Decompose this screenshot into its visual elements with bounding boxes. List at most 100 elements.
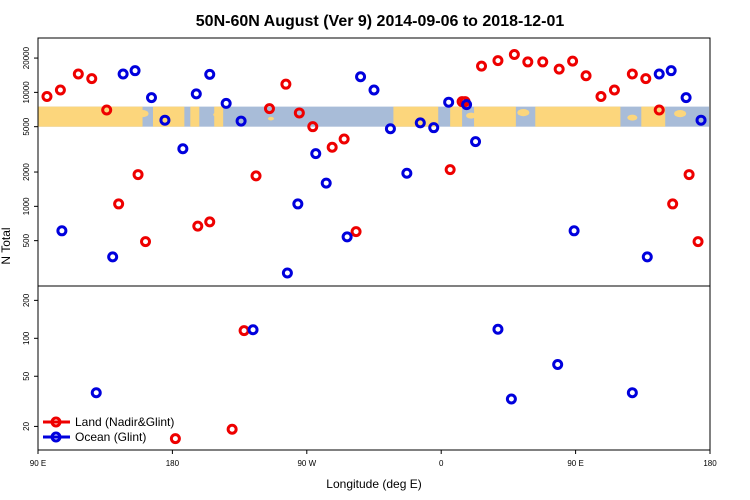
- land-data-point: [250, 170, 262, 182]
- land-data-point: [653, 104, 665, 116]
- ocean-data-point: [320, 177, 332, 189]
- ocean-data-point: [190, 88, 202, 100]
- land-data-point: [41, 91, 53, 103]
- land-data-point: [192, 220, 204, 232]
- ocean-data-point: [117, 68, 129, 80]
- land-data-point: [86, 73, 98, 85]
- y-tick-label: 200: [22, 293, 31, 307]
- x-axis-label: Longitude (deg E): [326, 477, 421, 491]
- ocean-data-point: [695, 114, 707, 126]
- ocean-data-point: [414, 117, 426, 129]
- ocean-data-point: [443, 96, 455, 108]
- map-land: [641, 106, 666, 127]
- land-data-point: [508, 48, 520, 60]
- map-land: [627, 114, 638, 121]
- ocean-data-point: [568, 225, 580, 237]
- y-tick-label: 100: [22, 331, 31, 345]
- land-data-point: [169, 433, 181, 445]
- ocean-data-point: [680, 92, 692, 104]
- ocean-data-point: [505, 393, 517, 405]
- data-points: [41, 48, 707, 445]
- land-data-point: [567, 55, 579, 67]
- ocean-data-point: [384, 123, 396, 135]
- map-land: [213, 112, 222, 118]
- land-data-point: [307, 121, 319, 133]
- legend: Land (Nadir&Glint) Ocean (Glint): [43, 415, 174, 444]
- land-data-point: [140, 236, 152, 248]
- ocean-data-point: [292, 198, 304, 210]
- ocean-data-point: [626, 387, 638, 399]
- land-data-point: [350, 226, 362, 238]
- land-data-point: [326, 141, 338, 153]
- land-data-point: [522, 56, 534, 68]
- ocean-data-point: [281, 267, 293, 279]
- ocean-data-point: [145, 92, 157, 104]
- ocean-data-point: [492, 323, 504, 335]
- legend-land-marker: [50, 416, 62, 428]
- ocean-data-point: [107, 251, 119, 263]
- ocean-data-point: [220, 97, 232, 109]
- map-land: [674, 110, 687, 118]
- ocean-data-point: [177, 143, 189, 155]
- land-data-point: [537, 56, 549, 68]
- ocean-data-point: [428, 122, 440, 134]
- land-data-point: [280, 78, 292, 90]
- legend-ocean-label: Ocean (Glint): [75, 430, 146, 444]
- land-data-point: [101, 104, 113, 116]
- land-data-point: [476, 60, 488, 72]
- map-band: [38, 106, 709, 127]
- ocean-data-point: [552, 358, 564, 370]
- map-land: [517, 109, 530, 117]
- land-data-point: [293, 107, 305, 119]
- land-data-point: [608, 84, 620, 96]
- map-land: [535, 106, 621, 127]
- ocean-data-point: [129, 65, 141, 77]
- y-tick-label: 500: [22, 233, 31, 247]
- land-data-point: [580, 70, 592, 82]
- land-data-point: [683, 169, 695, 181]
- land-data-point: [54, 84, 66, 96]
- x-tick-label: 0: [439, 459, 444, 468]
- land-data-point: [595, 91, 607, 103]
- x-tick-label: 90 E: [30, 459, 46, 468]
- ocean-data-point: [368, 84, 380, 96]
- upper-plot-frame: [37, 37, 711, 287]
- ocean-data-point: [235, 115, 247, 127]
- y-tick-label: 5000: [22, 117, 31, 135]
- y-tick-label: 10000: [22, 81, 31, 104]
- ocean-data-point: [159, 114, 171, 126]
- ocean-data-point: [665, 65, 677, 77]
- land-data-point: [667, 198, 679, 210]
- ocean-data-point: [247, 324, 259, 336]
- land-data-point: [226, 423, 238, 435]
- ocean-data-point: [355, 71, 367, 83]
- ocean-data-point: [641, 251, 653, 263]
- map-land: [38, 106, 143, 127]
- land-data-point: [204, 216, 216, 228]
- ocean-data-point: [461, 99, 473, 111]
- y-tick-label: 20: [22, 421, 31, 430]
- land-data-point: [640, 73, 652, 85]
- ocean-data-point: [204, 68, 216, 80]
- land-data-point: [626, 68, 638, 80]
- map-land: [450, 106, 463, 127]
- land-data-point: [444, 164, 456, 176]
- land-data-point: [132, 169, 144, 181]
- map-land: [267, 116, 274, 121]
- land-data-point: [338, 133, 350, 145]
- map-land: [190, 106, 200, 127]
- x-tick-label: 180: [703, 459, 717, 468]
- legend-land-label: Land (Nadir&Glint): [75, 415, 174, 429]
- y-axis-label: N Total: [0, 227, 13, 264]
- land-data-point: [238, 325, 250, 337]
- land-data-point: [72, 68, 84, 80]
- x-tick-label: 180: [166, 459, 180, 468]
- map-land: [136, 110, 149, 118]
- land-data-point: [692, 236, 704, 248]
- land-data-point: [263, 103, 275, 115]
- axes: 90 E 180 90 W 0 90 E 180 500 1000 2000 5000 10000 2…: [22, 46, 717, 468]
- legend-ocean-marker: [50, 431, 62, 443]
- ocean-data-point: [90, 387, 102, 399]
- y-tick-label: 50: [22, 371, 31, 380]
